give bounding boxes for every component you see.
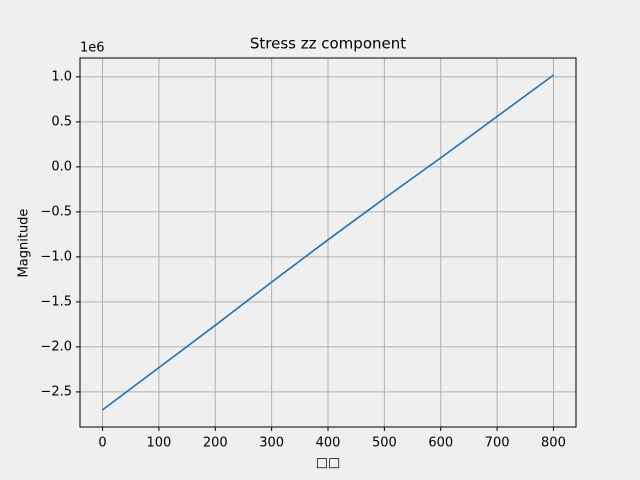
x-tick-label: 600 xyxy=(428,436,453,451)
y-tick-label: −1.0 xyxy=(40,249,72,264)
x-tick-label: 700 xyxy=(485,436,510,451)
y-axis-label: Magnitude xyxy=(17,209,32,278)
y-tick-label: −2.5 xyxy=(40,384,72,399)
y-tick-label: 1.0 xyxy=(51,69,72,84)
y-tick-label: 0.5 xyxy=(51,114,72,129)
x-tick-label: 800 xyxy=(541,436,566,451)
axes-frame xyxy=(79,57,577,428)
y-tick-label: −2.0 xyxy=(40,339,72,354)
y-offset-label: 1e6 xyxy=(80,41,105,56)
y-tick-label: −1.5 xyxy=(40,294,72,309)
x-tick-label: 500 xyxy=(372,436,397,451)
x-tick-label: 400 xyxy=(316,436,341,451)
y-tick-label: 0.0 xyxy=(51,159,72,174)
x-tick-label: 0 xyxy=(98,436,106,451)
x-axis-label: □□ xyxy=(316,456,341,471)
y-tick-label: −0.5 xyxy=(40,204,72,219)
x-tick-label: 200 xyxy=(203,436,228,451)
chart-title: Stress zz component xyxy=(250,35,406,53)
x-tick-label: 100 xyxy=(146,436,171,451)
x-tick-label: 300 xyxy=(259,436,284,451)
line xyxy=(102,74,554,411)
